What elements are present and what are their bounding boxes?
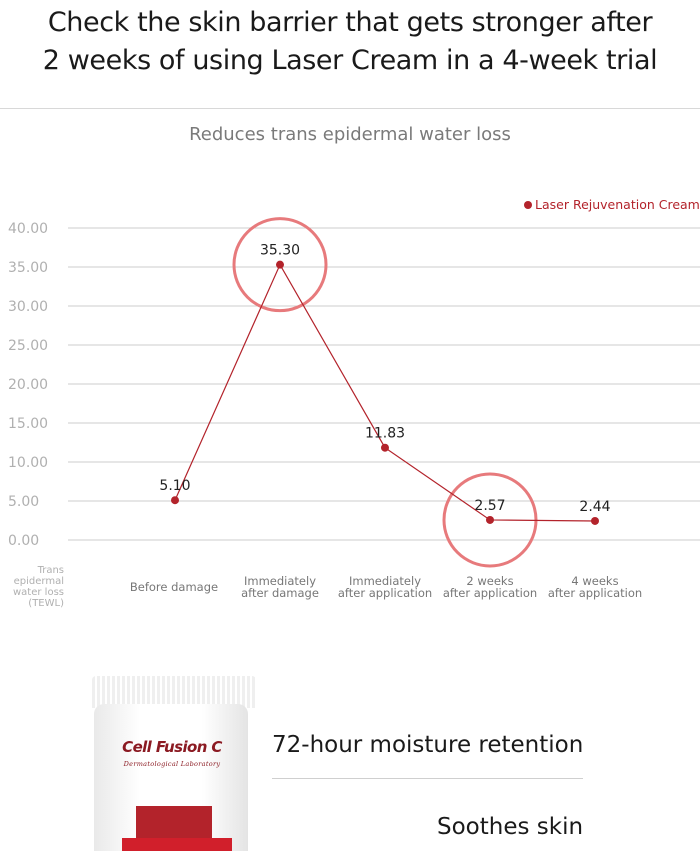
headline-line-1: Check the skin barrier that gets stronge… <box>47 7 653 38</box>
y-axis-label: water loss <box>13 587 64 598</box>
x-tick-label: Immediately <box>349 574 421 588</box>
x-tick-label: after application <box>338 586 432 600</box>
tube-red-band <box>122 838 232 851</box>
x-tick-label: Immediately <box>244 574 316 588</box>
x-tick-label: after damage <box>241 586 319 600</box>
data-label: 11.83 <box>365 426 405 442</box>
y-tick-label: 35.00 <box>8 260 48 276</box>
y-axis-label: (TEWL) <box>28 598 64 609</box>
data-point <box>381 443 389 452</box>
y-tick-label: 15.00 <box>8 416 48 432</box>
y-tick-label: 20.00 <box>8 377 48 393</box>
feature-moisture-retention: 72-hour moisture retention <box>272 732 584 758</box>
legend-marker <box>524 201 532 209</box>
data-label: 2.57 <box>474 498 505 514</box>
feature-divider <box>272 778 583 779</box>
data-label: 5.10 <box>159 478 190 494</box>
headline-line-2: 2 weeks of using Laser Cream in a 4-week… <box>42 45 658 76</box>
series-line <box>174 263 596 522</box>
x-tick-label: 4 weeks <box>571 574 618 588</box>
x-tick-label: after application <box>443 586 537 600</box>
y-tick-label: 30.00 <box>8 299 48 315</box>
y-tick-label: 10.00 <box>8 455 48 471</box>
data-point <box>171 496 179 505</box>
tube-red-label <box>136 806 212 842</box>
x-tick-label: after application <box>548 586 642 600</box>
y-tick-label: 40.00 <box>8 221 48 237</box>
product-tube-image: Cell Fusion C Dermatological Laboratory <box>92 676 256 851</box>
data-point <box>591 516 599 525</box>
tube-crimp <box>92 676 256 708</box>
x-tick-label: Before damage <box>130 580 218 594</box>
feature-soothes-skin: Soothes skin <box>437 814 584 840</box>
data-label: 35.30 <box>260 243 300 259</box>
data-point <box>486 515 494 524</box>
y-axis-label: Trans <box>37 565 64 576</box>
x-tick-label: 2 weeks <box>466 574 513 588</box>
y-tick-label: 25.00 <box>8 338 48 354</box>
y-tick-label: 5.00 <box>8 494 39 510</box>
brand-subtitle: Dermatological Laboratory <box>123 760 221 768</box>
page-headline: Check the skin barrier that gets stronge… <box>0 4 700 80</box>
brand-logo: Cell Fusion C <box>122 738 222 756</box>
y-axis-label: epidermal <box>14 576 64 587</box>
data-label: 2.44 <box>579 499 610 515</box>
highlight-circle <box>232 217 328 313</box>
chart-title: Reduces trans epidermal water loss <box>189 124 511 145</box>
y-tick-label: 0.00 <box>8 533 39 549</box>
tewl-line-chart: 0.00 5.00 10.00 15.00 20.00 25.00 30.00 35.00 40… <box>8 197 700 609</box>
legend-label: Laser Rejuvenation Cream <box>535 197 700 212</box>
section-divider <box>0 108 700 109</box>
data-point <box>276 260 284 269</box>
